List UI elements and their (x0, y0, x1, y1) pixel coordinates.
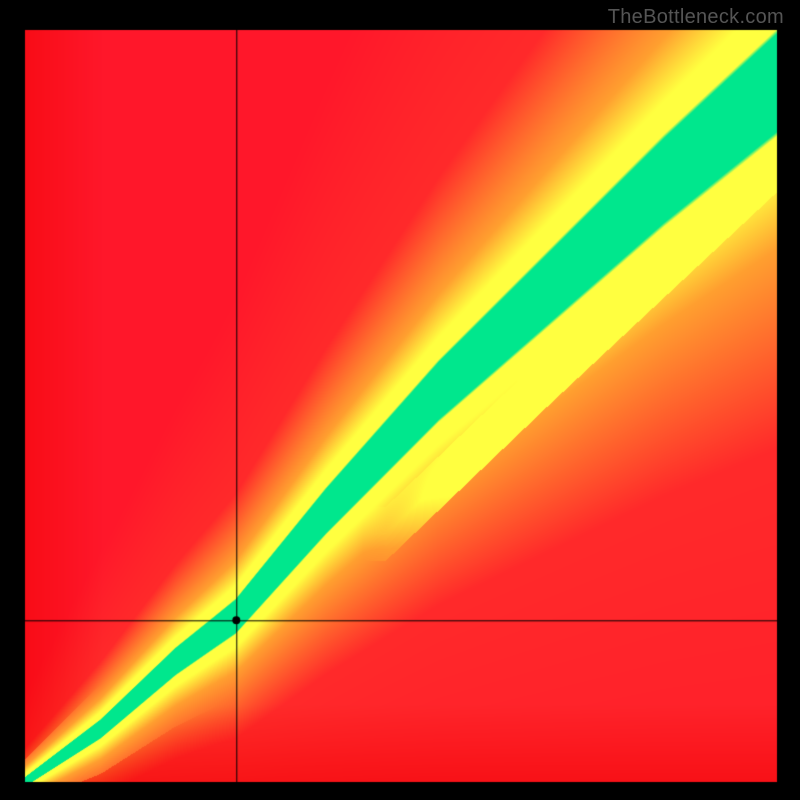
chart-container: TheBottleneck.com (0, 0, 800, 800)
watermark-text: TheBottleneck.com (608, 6, 784, 29)
heatmap-canvas (0, 0, 800, 800)
